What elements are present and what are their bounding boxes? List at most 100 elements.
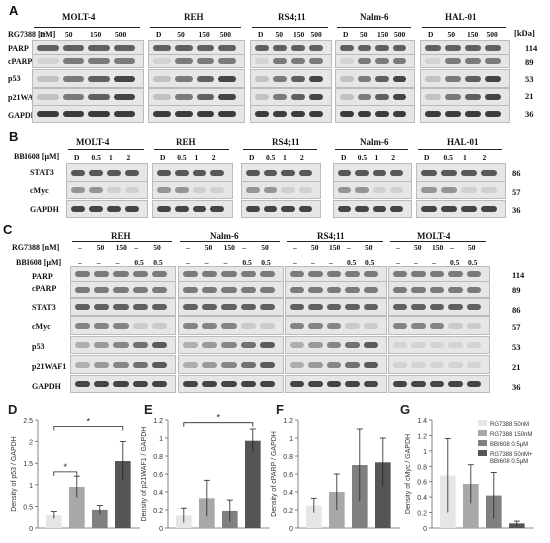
chart-y-tick-label: 0 — [289, 526, 293, 533]
panel-c-band — [151, 322, 167, 329]
panel-a-dose-label: 500 — [310, 30, 322, 39]
panel-c-band — [259, 322, 275, 329]
panel-b-blot — [241, 163, 321, 182]
panel-c-blot — [70, 336, 176, 354]
panel-c-blot — [285, 336, 387, 354]
panel-a-blot — [148, 69, 245, 88]
panel-b-row-cmyc: cMyc — [30, 186, 49, 195]
panel-a-band — [153, 94, 171, 100]
panel-b-band — [107, 206, 121, 212]
panel-c-band — [202, 381, 218, 387]
chart-y-tick-label: 1.2 — [417, 433, 427, 440]
chart-y-axis-label: Density of cPARP / GAPDH — [271, 431, 278, 517]
panel-c-bbi-dose: – — [186, 258, 190, 267]
panel-c-kda-1: 114 — [512, 270, 525, 280]
panel-c-band — [183, 361, 199, 368]
panel-b-band — [441, 206, 457, 212]
panel-a-dose-label: 50 — [360, 30, 368, 39]
panel-c-blot — [388, 375, 490, 393]
chart-y-tick-label: 1 — [423, 449, 427, 456]
panel-c-kda-2: 89 — [512, 285, 521, 295]
panel-c-band — [75, 304, 91, 310]
panel-c-bbi-dose: 0.5 — [468, 258, 478, 267]
panel-a-dose-label: 500 — [219, 30, 231, 39]
panel-a-band — [113, 111, 135, 117]
panel-c-header-underline — [72, 241, 172, 242]
panel-c-rg-dose: 50 — [153, 243, 161, 252]
panel-c-row-stat3: STAT3 — [32, 303, 56, 312]
panel-c-band — [259, 342, 275, 348]
panel-a-band — [153, 75, 171, 82]
chart-bar — [509, 523, 525, 528]
panel-c-rg-dose: 50 — [204, 243, 213, 252]
panel-a-band — [357, 111, 371, 117]
chart-bar — [115, 461, 131, 528]
panel-b-dose-label: D — [74, 153, 80, 162]
panel-c-band — [94, 381, 110, 387]
chart-y-tick-label: 1 — [289, 436, 293, 443]
panel-a-band — [218, 44, 236, 51]
panel-c-cellline-1: REH — [111, 231, 131, 241]
panel-c-band — [290, 271, 305, 277]
panel-a-blot — [335, 88, 415, 106]
panel-c-band — [326, 361, 342, 368]
panel-b-band — [246, 169, 260, 176]
panel-a-blot — [420, 54, 510, 68]
chart-bar — [46, 515, 62, 528]
panel-a-row-p21: p21WAF1 — [8, 93, 43, 102]
chart-panel-label: D — [8, 402, 17, 417]
panel-a-dose-label: D — [428, 30, 434, 39]
panel-c-band — [183, 304, 199, 310]
panel-c-kda-3: 86 — [512, 305, 521, 315]
panel-c-blot — [388, 298, 490, 316]
legend-swatch — [478, 450, 487, 456]
panel-a-band — [62, 58, 84, 64]
panel-c-cellline-3: RS4;11 — [317, 231, 345, 241]
panel-c-band — [448, 304, 463, 310]
panel-b-band — [71, 206, 85, 212]
panel-c-band — [411, 286, 426, 293]
chart-bar — [463, 484, 479, 528]
panel-c-band — [448, 322, 463, 329]
panel-b-blot — [241, 181, 321, 199]
panel-a-kda-3: 53 — [525, 74, 534, 84]
panel-c-band — [363, 322, 378, 329]
panel-a-band — [196, 111, 215, 117]
panel-a-cellline-1: MOLT-4 — [62, 12, 96, 22]
panel-c-band — [221, 381, 237, 387]
panel-b-band — [107, 169, 121, 176]
panel-c-header-underline — [287, 241, 383, 242]
panel-b-band — [246, 187, 260, 193]
panel-c-band — [151, 304, 167, 310]
panel-a-band — [485, 58, 501, 64]
panel-b-row-gapdh: GAPDH — [30, 205, 59, 214]
panel-c-band — [290, 342, 305, 348]
panel-c-cellline-2: Nalm-6 — [210, 231, 239, 241]
panel-a-kda-header: [kDa] — [514, 28, 535, 38]
panel-a-blot — [32, 88, 144, 106]
panel-b-dose-label: 0.5 — [357, 153, 368, 162]
panel-c-band — [393, 361, 408, 368]
panel-c-blot — [388, 336, 490, 354]
panel-c-band — [326, 342, 342, 348]
panel-b-band — [441, 187, 457, 193]
panel-c-bbi-dose: – — [414, 258, 418, 267]
chart-y-axis-label: Density of p53 / GAPDH — [11, 436, 18, 511]
panel-a-band — [291, 44, 305, 51]
panel-c-band — [466, 361, 481, 368]
panel-b-band — [89, 169, 103, 176]
panel-a-band — [392, 58, 406, 64]
panel-b-band — [461, 187, 477, 193]
panel-c-rg-dose: 50 — [96, 243, 105, 252]
panel-a-band — [291, 75, 305, 82]
panel-b-band — [355, 169, 369, 176]
panel-c-band — [411, 271, 426, 277]
panel-a-cellline-3: RS4;11 — [278, 12, 306, 22]
panel-a-band — [340, 58, 354, 64]
panel-b-cellline-3: RS4;11 — [272, 137, 300, 147]
panel-b-band — [174, 187, 189, 193]
panel-c-bbi-dose: – — [293, 258, 297, 267]
panel-c-band — [429, 361, 445, 368]
panel-a-blot — [420, 69, 510, 88]
panel-b-band — [246, 206, 260, 212]
